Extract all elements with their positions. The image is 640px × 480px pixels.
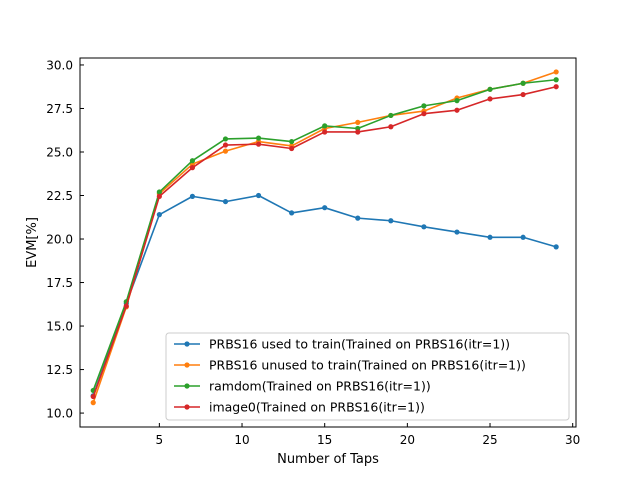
y-tick-label: 10.0 xyxy=(46,407,73,421)
data-point xyxy=(189,165,196,171)
data-point xyxy=(322,205,328,211)
x-tick-label: 10 xyxy=(234,433,249,447)
data-point xyxy=(355,119,361,126)
data-point xyxy=(322,129,328,135)
data-point xyxy=(255,135,262,141)
data-point xyxy=(454,107,460,113)
x-tick-label: 15 xyxy=(317,433,332,447)
data-point xyxy=(388,112,394,119)
plot-area xyxy=(90,69,559,406)
data-point xyxy=(189,158,196,164)
y-tick-label: 25.0 xyxy=(46,145,73,159)
y-axis-label: EVM[%] xyxy=(25,217,40,268)
y-tick-label: 30.0 xyxy=(46,58,73,72)
data-point xyxy=(421,103,427,109)
y-tick-label: 27.5 xyxy=(46,102,73,116)
data-point xyxy=(222,142,229,148)
x-tick-label: 20 xyxy=(400,433,415,447)
data-point xyxy=(289,210,295,216)
data-point xyxy=(123,303,129,309)
x-tick-label: 5 xyxy=(156,433,164,447)
legend-marker xyxy=(184,341,190,347)
y-tick-label: 17.5 xyxy=(46,276,73,290)
data-point xyxy=(355,215,361,221)
data-point xyxy=(322,123,328,129)
data-point xyxy=(553,77,559,83)
data-point xyxy=(156,193,162,199)
data-point xyxy=(421,111,427,117)
legend-marker xyxy=(184,383,190,389)
data-point xyxy=(189,193,196,199)
data-point xyxy=(553,244,559,250)
legend-marker xyxy=(184,404,190,410)
legend-marker xyxy=(184,362,190,368)
data-point xyxy=(388,124,394,130)
data-point xyxy=(222,198,229,205)
data-point xyxy=(421,224,427,230)
data-point xyxy=(90,393,96,400)
y-tick-label: 15.0 xyxy=(46,320,73,334)
legend-label: image0(Trained on PRBS16(itr=1)) xyxy=(209,400,425,415)
legend-label: ramdom(Trained on PRBS16(itr=1)) xyxy=(209,379,431,394)
data-point xyxy=(454,229,460,235)
axes-frame xyxy=(79,57,577,428)
data-point xyxy=(90,400,96,406)
data-point xyxy=(520,91,526,98)
data-point xyxy=(289,138,295,145)
y-tick-label: 22.5 xyxy=(46,189,73,203)
legend: PRBS16 used to train(Trained on PRBS16(i… xyxy=(165,332,570,421)
legend-box xyxy=(165,332,570,421)
data-point xyxy=(156,212,162,218)
data-point xyxy=(255,192,262,199)
legend-label: PRBS16 used to train(Trained on PRBS16(i… xyxy=(209,337,510,352)
x-tick-label: 25 xyxy=(482,433,497,447)
legend-label: PRBS16 unused to train(Trained on PRBS16… xyxy=(209,358,526,373)
data-point xyxy=(487,86,493,92)
data-point xyxy=(355,129,361,135)
axis-ticks: 5 10 15 20 25 30 10.0 12.5 15.0 17.5 20.0 22.5 25.0 2… xyxy=(46,58,580,447)
data-point xyxy=(553,84,559,90)
data-point xyxy=(255,141,262,147)
data-point xyxy=(553,69,559,75)
data-point xyxy=(388,218,394,224)
y-tick-label: 20.0 xyxy=(46,233,73,247)
y-tick-label: 12.5 xyxy=(46,363,73,377)
x-tick-label: 30 xyxy=(565,433,580,447)
data-point xyxy=(222,148,229,154)
data-point xyxy=(487,234,493,240)
x-axis-label: Number of Taps xyxy=(277,452,379,467)
data-point xyxy=(520,80,526,86)
data-point xyxy=(222,136,229,142)
data-point xyxy=(289,145,295,152)
data-point xyxy=(454,98,460,104)
data-point xyxy=(487,96,493,102)
data-point xyxy=(156,189,162,195)
data-point xyxy=(520,234,526,240)
